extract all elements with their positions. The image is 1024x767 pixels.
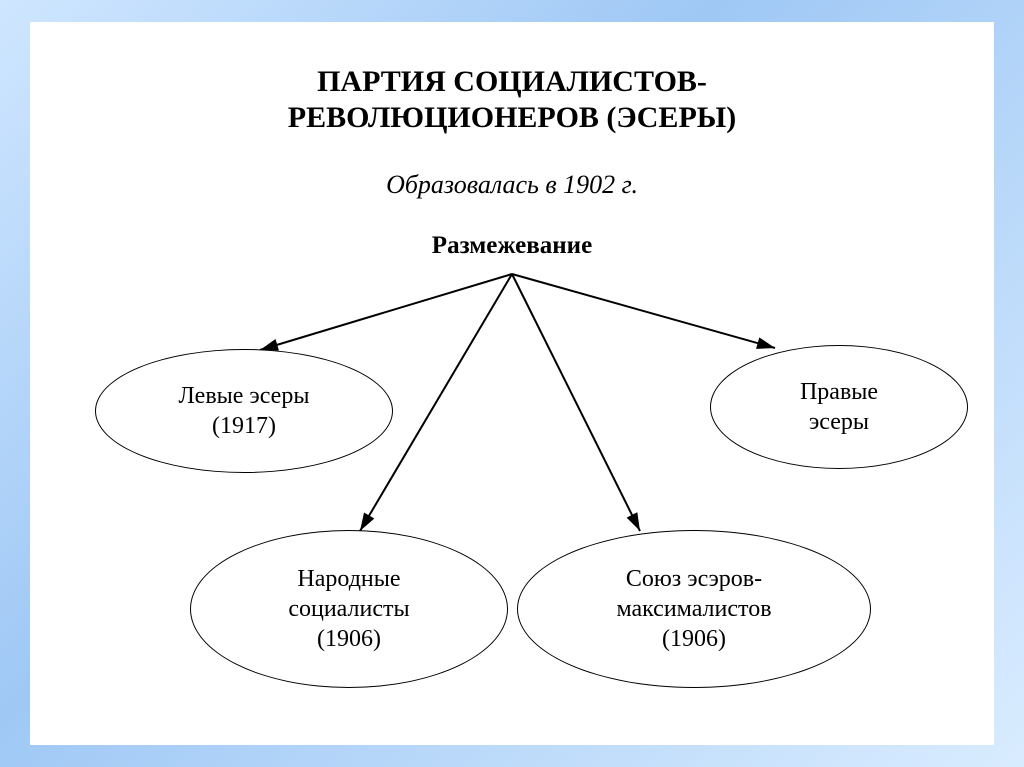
node-label: Левые эсеры (1917) <box>179 381 310 441</box>
arrowhead-icon <box>627 512 640 531</box>
node-left-srs: Левые эсеры (1917) <box>95 349 393 473</box>
arrowhead-icon <box>360 512 374 531</box>
edge-right-srs <box>512 274 775 348</box>
edge-maximalists <box>512 274 640 531</box>
node-label: Союз эсэров- максималистов (1906) <box>616 564 771 654</box>
arrowhead-icon <box>756 337 775 349</box>
node-label: Народные социалисты (1906) <box>288 564 409 654</box>
diagram-page: ПАРТИЯ СОЦИАЛИСТОВ- РЕВОЛЮЦИОНЕРОВ (ЭСЕР… <box>30 22 994 745</box>
gradient-frame: ПАРТИЯ СОЦИАЛИСТОВ- РЕВОЛЮЦИОНЕРОВ (ЭСЕР… <box>0 0 1024 767</box>
node-label: Правые эсеры <box>800 377 878 437</box>
node-maximalists: Союз эсэров- максималистов (1906) <box>517 530 871 688</box>
node-people-socialists: Народные социалисты (1906) <box>190 530 508 688</box>
node-right-srs: Правые эсеры <box>710 345 968 469</box>
